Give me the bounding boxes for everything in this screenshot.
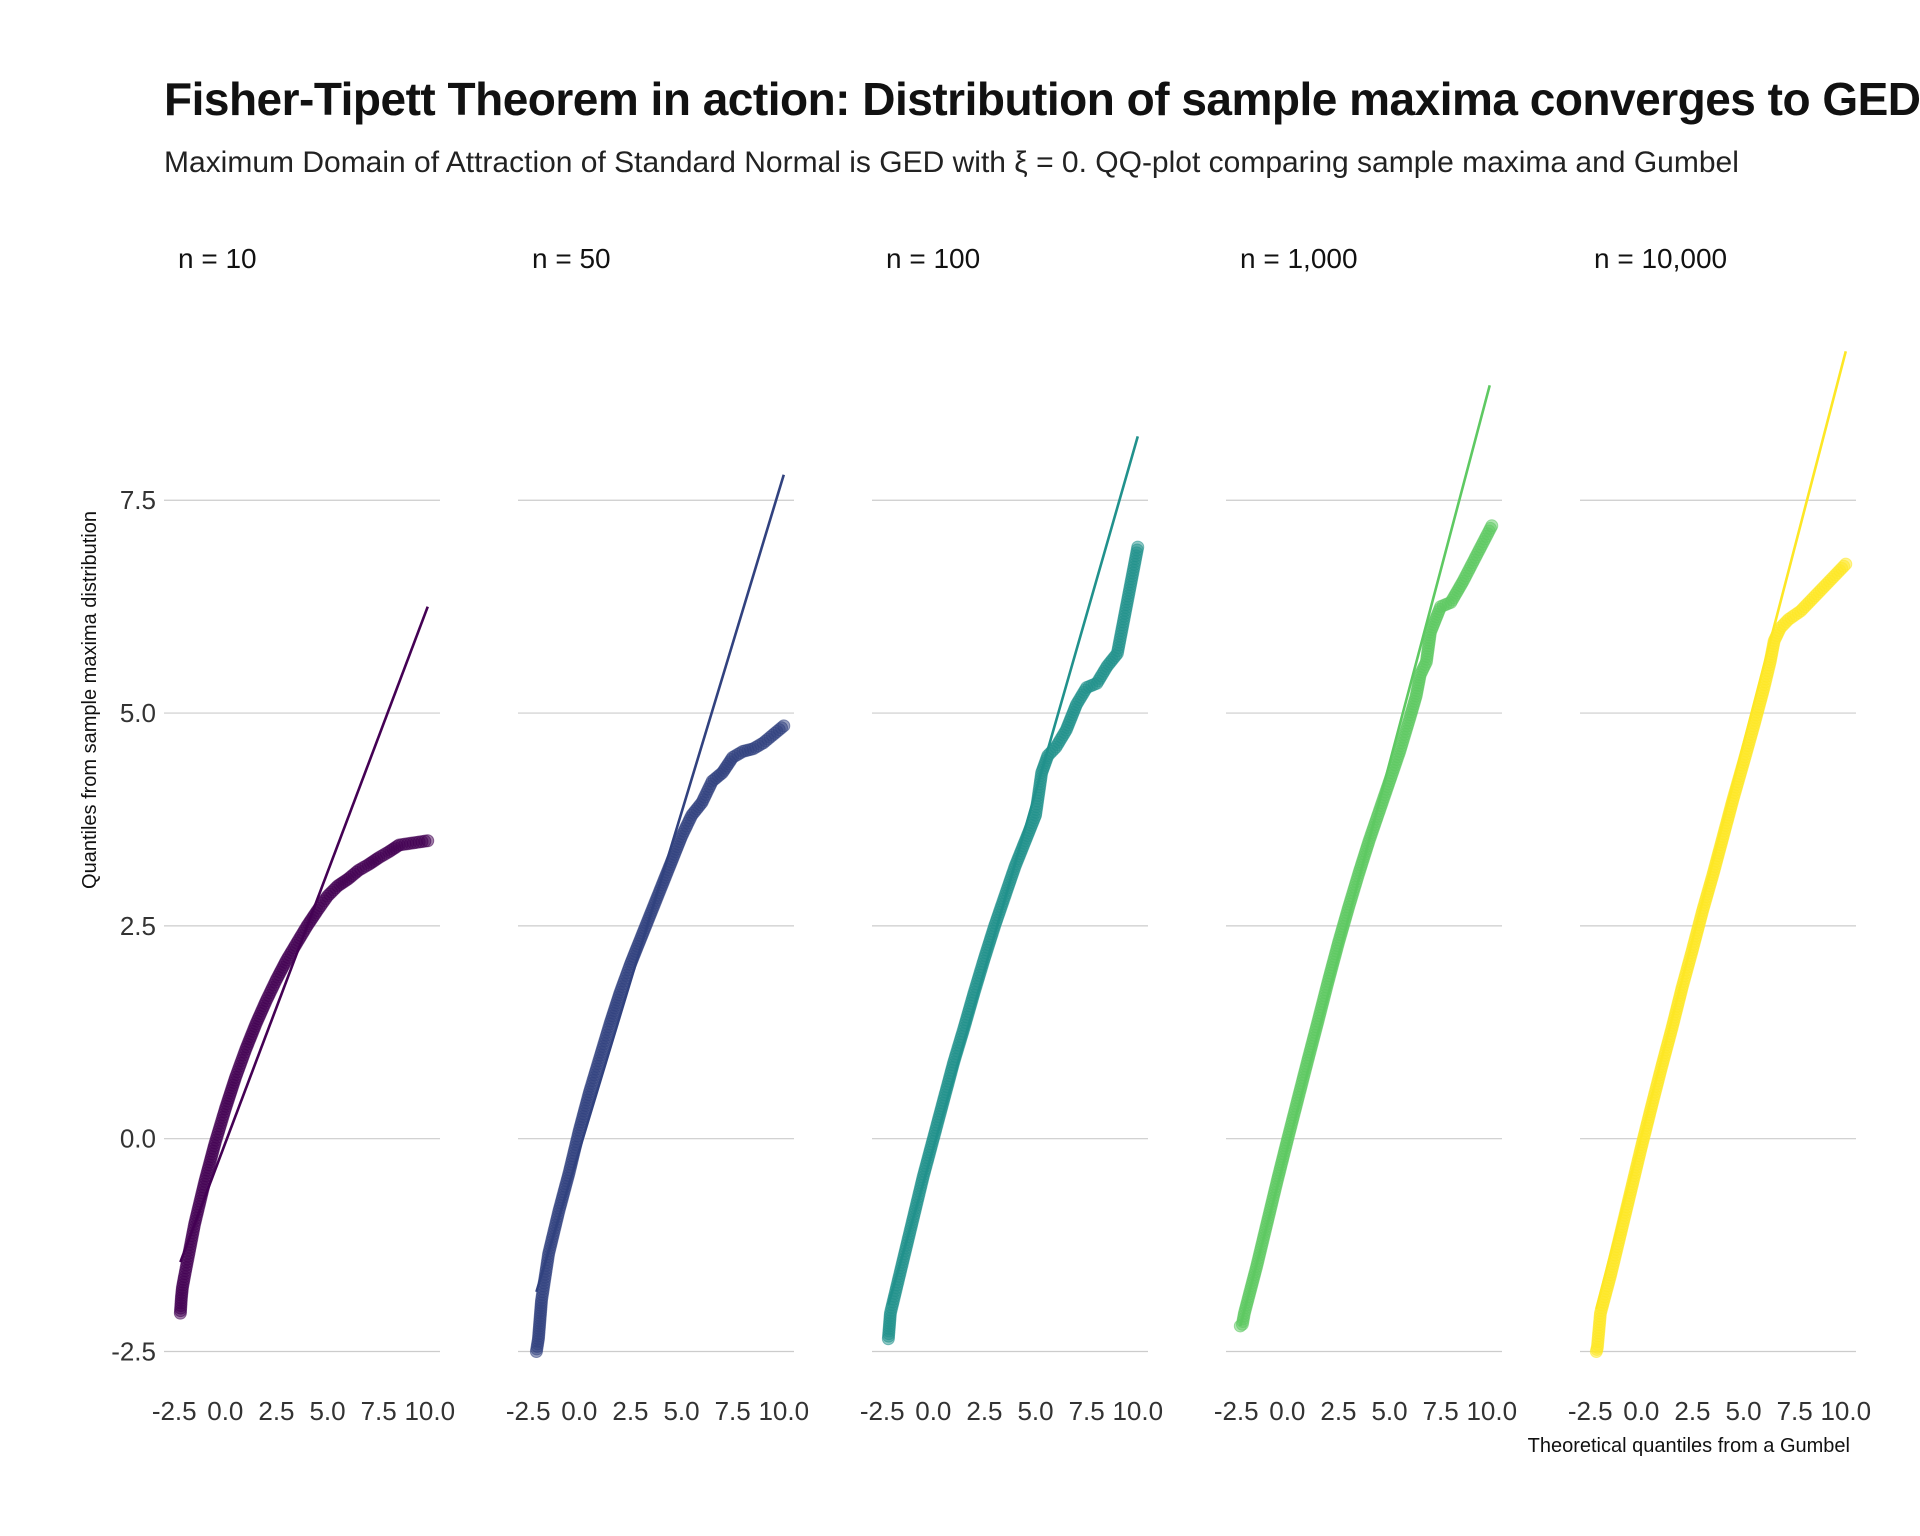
x-tick-label: 0.0 [1269, 1396, 1305, 1426]
x-tick-label: 2.5 [1674, 1396, 1710, 1426]
x-tick-label: 0.0 [561, 1396, 597, 1426]
x-tick-label: 5.0 [663, 1396, 699, 1426]
chart-title: Fisher-Tipett Theorem in action: Distrib… [164, 73, 1920, 125]
x-tick-label: 7.5 [1423, 1396, 1459, 1426]
facet-panel: n = 50 -2.5 0.0 2.5 5.0 7.5 10.0 [506, 243, 809, 1426]
x-tick-label: 5.0 [1725, 1396, 1761, 1426]
facet-label: n = 10 [178, 243, 257, 274]
x-tick-label: 7.5 [1777, 1396, 1813, 1426]
facet-panels: n = 10-2.5 0.0 2.5 5.0 7.5 10.0n = 50-2.5 0.0 2… [152, 243, 1871, 1426]
y-tick-label: 2.5 [120, 911, 156, 941]
x-tick-label: 2.5 [612, 1396, 648, 1426]
reference-line [1595, 350, 1848, 1310]
facet-label: n = 50 [532, 243, 611, 274]
reference-line [887, 436, 1140, 1306]
facet-panel: n = 10 -2.5 0.0 2.5 5.0 7.5 10.0 [152, 243, 455, 1426]
facet-label: n = 10,000 [1594, 243, 1727, 274]
data-point [421, 834, 435, 848]
x-tick-label: 0.0 [207, 1396, 243, 1426]
x-tick-label: 7.5 [1069, 1396, 1105, 1426]
x-tick-label: 5.0 [309, 1396, 345, 1426]
data-point [777, 719, 791, 733]
facet-panel: n = 1,000 -2.5 0.0 2.5 5.0 7.5 10.0 [1214, 243, 1517, 1426]
facet-panel: n = 10,000 -2.5 0.0 2.5 5.0 7.5 10.0 [1568, 243, 1871, 1426]
x-tick-label: 2.5 [1320, 1396, 1356, 1426]
y-axis-title: Quantiles from sample maxima distributio… [79, 511, 101, 889]
x-tick-label: 7.5 [361, 1396, 397, 1426]
reference-line [179, 606, 429, 1263]
x-tick-label: -2.5 [1214, 1396, 1259, 1426]
x-tick-label: 10.0 [1112, 1396, 1163, 1426]
data-point [1131, 540, 1145, 554]
x-tick-label: 10.0 [758, 1396, 809, 1426]
data-point [1839, 557, 1853, 571]
y-axis-ticks: -2.5 0.0 2.5 5.0 7.5 [111, 485, 156, 1366]
x-tick-label: 5.0 [1017, 1396, 1053, 1426]
data-point [1485, 519, 1499, 533]
facet-label: n = 100 [886, 243, 980, 274]
x-tick-label: 2.5 [966, 1396, 1002, 1426]
y-tick-label: 0.0 [120, 1124, 156, 1154]
facet-label: n = 1,000 [1240, 243, 1358, 274]
x-tick-label: -2.5 [506, 1396, 551, 1426]
x-tick-label: 10.0 [404, 1396, 455, 1426]
x-tick-label: 0.0 [915, 1396, 951, 1426]
x-axis-title: Theoretical quantiles from a Gumbel [1528, 1435, 1850, 1457]
x-tick-label: -2.5 [1568, 1396, 1613, 1426]
x-tick-label: 0.0 [1623, 1396, 1659, 1426]
y-tick-label: 5.0 [120, 698, 156, 728]
reference-line [1239, 384, 1491, 1327]
x-tick-label: 2.5 [258, 1396, 294, 1426]
x-tick-label: 7.5 [715, 1396, 751, 1426]
y-tick-label: 7.5 [120, 485, 156, 515]
facet-panel: n = 100 -2.5 0.0 2.5 5.0 7.5 10.0 [860, 243, 1163, 1426]
x-tick-label: -2.5 [152, 1396, 197, 1426]
x-tick-label: 10.0 [1466, 1396, 1517, 1426]
x-tick-label: 10.0 [1820, 1396, 1871, 1426]
reference-line [535, 474, 786, 1293]
x-tick-label: 5.0 [1371, 1396, 1407, 1426]
y-tick-label: -2.5 [111, 1336, 156, 1366]
x-tick-label: -2.5 [860, 1396, 905, 1426]
chart-subtitle: Maximum Domain of Attraction of Standard… [164, 146, 1739, 179]
